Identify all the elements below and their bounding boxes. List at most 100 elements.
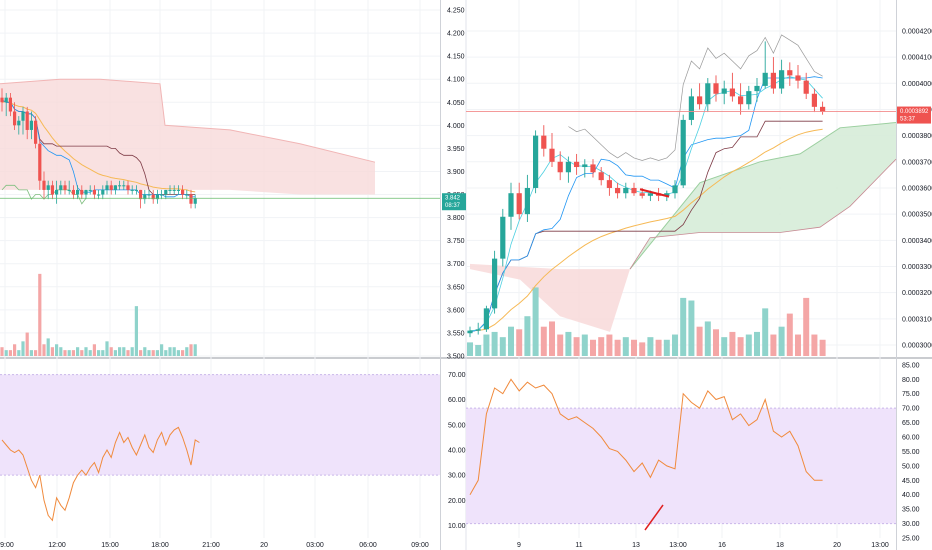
right-time-tick-label: 11 xyxy=(575,542,582,549)
right-rsi-tick-label: 60.00 xyxy=(902,435,920,442)
left-candle-body xyxy=(113,185,117,190)
right-rsi-tick-label: 25.00 xyxy=(902,536,920,543)
left-volume-bar xyxy=(59,347,63,356)
right-price-tick-label: 0.0003400 xyxy=(902,238,932,245)
left-candle-body xyxy=(21,111,25,121)
left-ichimoku-cloud xyxy=(0,79,375,195)
right-candle-body xyxy=(574,161,580,168)
right-volume-bar xyxy=(565,331,572,356)
right-candle-body xyxy=(729,88,735,97)
right-candle-body xyxy=(754,85,760,92)
left-candle-body xyxy=(67,189,71,191)
left-volume-bar xyxy=(109,347,113,356)
left-price-tick-label: 3.650 xyxy=(447,284,465,291)
left-time-tick-label: 20 xyxy=(260,542,268,549)
left-volume-bar xyxy=(113,350,117,356)
left-volume-bar xyxy=(189,344,193,356)
left-candle-body xyxy=(80,189,84,195)
right-volume-bar xyxy=(647,337,654,356)
left-candle-body xyxy=(25,111,29,130)
right-rsi-trendline-drawing xyxy=(644,504,664,531)
left-candle-body xyxy=(84,189,88,195)
left-candle-body xyxy=(189,194,193,204)
left-price-tick-label: 4.050 xyxy=(447,100,465,107)
left-candle-body xyxy=(155,194,159,200)
right-volume-bar xyxy=(516,329,523,356)
left-candle-body xyxy=(172,189,176,191)
left-rsi-tick-label: 30.00 xyxy=(448,473,466,480)
left-time-tick-label: 09:00 xyxy=(0,542,14,549)
right-volume-bar xyxy=(467,342,473,356)
right-ichimoku-cloud-bullish xyxy=(630,122,896,270)
left-candle-body xyxy=(76,189,80,195)
left-candle-body xyxy=(0,97,4,103)
right-candle-body xyxy=(541,135,547,149)
left-candle-body xyxy=(17,120,21,126)
right-candle-body xyxy=(524,187,530,215)
right-volume-bar xyxy=(770,334,777,356)
right-candle-body xyxy=(770,72,776,89)
left-price-tick-label: 3.700 xyxy=(447,261,465,268)
left-volume-bar xyxy=(67,350,71,356)
right-time-tick-label: 13:00 xyxy=(871,542,889,549)
right-candle-body xyxy=(680,119,686,186)
right-candle-body xyxy=(492,258,498,309)
left-candle-body xyxy=(160,194,164,196)
left-price-tick-label: 3.900 xyxy=(447,169,465,176)
left-volume-bar xyxy=(139,350,143,356)
left-volume-bar xyxy=(185,347,189,356)
left-ema-line xyxy=(1,101,196,193)
left-candle-body xyxy=(63,185,67,190)
right-rsi-tick-label: 85.00 xyxy=(902,362,920,369)
right-volume-bar xyxy=(598,337,605,356)
right-candle-body xyxy=(664,193,670,196)
right-candle-body xyxy=(565,161,571,173)
right-rsi-tick-label: 75.00 xyxy=(902,391,920,398)
right-price-tick-label: 0.0003600 xyxy=(902,185,932,192)
left-candle-body xyxy=(46,185,50,190)
left-volume-bar xyxy=(46,338,50,356)
right-time-tick-label: 18 xyxy=(776,542,784,549)
left-volume-bar xyxy=(63,350,67,356)
right-volume-bar xyxy=(508,326,514,356)
right-volume-bar xyxy=(614,339,621,356)
left-candle-body xyxy=(134,189,138,191)
right-time-tick-label: 13 xyxy=(632,542,640,549)
left-volume-bar xyxy=(181,350,185,356)
left-candle-body xyxy=(109,185,113,190)
left-volume-bar xyxy=(17,350,21,356)
left-volume-bar xyxy=(101,350,105,356)
left-candle-body xyxy=(130,189,134,191)
right-candle-body xyxy=(508,193,514,217)
right-last-price-tag xyxy=(897,106,931,124)
left-volume-bar xyxy=(8,350,12,356)
left-volume-bar xyxy=(88,350,92,356)
right-price-tick-label: 0.0004000 xyxy=(902,81,932,88)
left-volume-bar xyxy=(42,344,46,356)
left-candle-body xyxy=(38,143,42,181)
right-volume-bar xyxy=(606,334,613,356)
right-volume-bar xyxy=(639,342,646,356)
left-time-tick-label: 21:00 xyxy=(202,542,220,549)
right-rsi-band xyxy=(466,408,896,524)
right-volume-bar xyxy=(762,308,769,356)
right-candle-body xyxy=(631,187,637,194)
left-volume-bar xyxy=(92,344,96,356)
right-candle-body xyxy=(746,91,752,105)
left-rsi-band xyxy=(0,374,440,476)
right-candle-body xyxy=(688,96,694,120)
right-ema-line xyxy=(469,128,823,332)
right-volume-bar xyxy=(475,345,482,356)
right-volume-bar xyxy=(688,300,695,356)
right-volume-bar xyxy=(483,334,490,356)
left-senkou-a-line xyxy=(0,78,376,163)
right-volume-bar xyxy=(778,326,785,356)
right-rsi-tick-label: 80.00 xyxy=(902,377,920,384)
left-candle-body xyxy=(143,194,147,200)
left-last-price-tag xyxy=(442,193,466,211)
right-candle-body xyxy=(738,96,744,105)
left-volume-bar xyxy=(168,347,172,356)
right-candle-body xyxy=(811,93,817,107)
left-price-tick-label: 3.600 xyxy=(447,307,465,314)
